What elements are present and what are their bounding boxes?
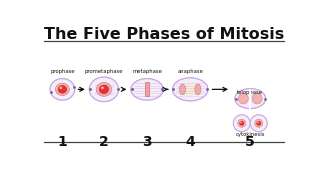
- Ellipse shape: [252, 93, 262, 104]
- Ellipse shape: [50, 79, 75, 100]
- Text: prophase: prophase: [50, 69, 75, 74]
- Text: metaphase: metaphase: [132, 69, 162, 74]
- Text: 4: 4: [185, 135, 195, 149]
- Text: 2: 2: [99, 135, 109, 149]
- Text: The Five Phases of Mitosis: The Five Phases of Mitosis: [44, 27, 284, 42]
- Text: prometaphase: prometaphase: [85, 69, 123, 74]
- Text: 5: 5: [245, 135, 255, 149]
- Text: cytokinesis: cytokinesis: [236, 132, 265, 138]
- Text: 1: 1: [58, 135, 67, 149]
- Circle shape: [255, 119, 263, 127]
- Ellipse shape: [59, 86, 62, 89]
- Ellipse shape: [58, 86, 67, 93]
- Circle shape: [240, 121, 244, 125]
- Ellipse shape: [131, 79, 163, 100]
- Text: anaphase: anaphase: [177, 69, 203, 74]
- Ellipse shape: [99, 85, 108, 94]
- Circle shape: [240, 122, 242, 123]
- Bar: [249, 89, 252, 109]
- Circle shape: [250, 115, 267, 132]
- Ellipse shape: [195, 84, 201, 95]
- Ellipse shape: [172, 78, 208, 101]
- Ellipse shape: [55, 83, 69, 96]
- Ellipse shape: [89, 77, 119, 102]
- Bar: [145, 82, 149, 96]
- Circle shape: [238, 119, 246, 127]
- Ellipse shape: [238, 93, 248, 104]
- Text: 3: 3: [142, 135, 152, 149]
- Ellipse shape: [101, 86, 104, 89]
- Text: telophase: telophase: [237, 90, 263, 95]
- Circle shape: [257, 122, 259, 123]
- Circle shape: [233, 115, 250, 132]
- Circle shape: [257, 121, 261, 125]
- Ellipse shape: [96, 82, 112, 96]
- Ellipse shape: [180, 82, 201, 96]
- Ellipse shape: [235, 89, 266, 109]
- Ellipse shape: [180, 84, 186, 95]
